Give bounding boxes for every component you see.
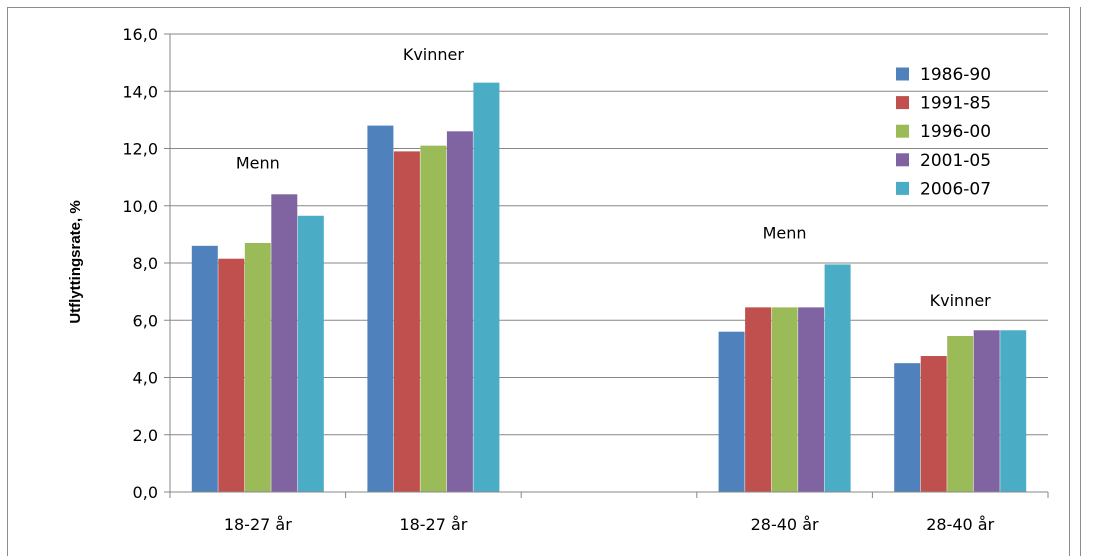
bar xyxy=(420,145,447,492)
right-border-line xyxy=(1080,7,1081,556)
bar xyxy=(973,330,1000,492)
y-tick-label: 4,0 xyxy=(133,369,158,388)
bar xyxy=(446,131,473,492)
bar xyxy=(771,307,798,492)
y-tick-label: 10,0 xyxy=(122,197,158,216)
bar xyxy=(894,363,921,492)
bar xyxy=(244,242,271,492)
y-tick-label: 0,0 xyxy=(133,483,158,502)
bar xyxy=(1000,330,1027,492)
legend-label: 2001-05 xyxy=(920,151,991,171)
annotation-label: Menn xyxy=(236,154,280,173)
x-tick-label: 18-27 år xyxy=(399,515,467,534)
legend-label: 1996-00 xyxy=(920,122,991,142)
bar xyxy=(718,331,745,492)
bar xyxy=(191,245,218,492)
bar xyxy=(367,125,394,492)
legend-label: 2006-07 xyxy=(920,179,991,199)
bar xyxy=(824,264,851,492)
bars xyxy=(191,82,1027,493)
bar xyxy=(947,335,974,492)
legend-swatch xyxy=(896,153,909,167)
x-tick-label: 28-40 år xyxy=(751,515,819,534)
bar xyxy=(920,356,947,492)
x-tick-label: 18-27 år xyxy=(224,515,292,534)
legend-label: 1986-90 xyxy=(920,65,991,85)
bar xyxy=(218,258,245,492)
annotation-label: Menn xyxy=(763,224,807,243)
annotation-label: Kvinner xyxy=(403,45,465,64)
y-axis-label: Utflyttingsrate, % xyxy=(67,200,84,323)
legend-label: 1991-85 xyxy=(920,94,991,114)
bar xyxy=(297,215,324,493)
legend-swatch xyxy=(896,124,909,138)
legend-swatch xyxy=(896,181,909,195)
labels: 0,0 2,0 4,0 6,0 8,0 10,0 12,0 14,0 16,0 18-27 år 1… xyxy=(122,25,994,534)
y-tick-label: 8,0 xyxy=(133,254,158,273)
y-tick-label: 6,0 xyxy=(133,311,158,330)
bar xyxy=(271,194,298,493)
bar xyxy=(393,151,420,493)
x-tick-label: 28-40 år xyxy=(926,515,994,534)
legend-swatch xyxy=(896,67,909,81)
chart-frame xyxy=(7,7,1070,556)
legend-swatch xyxy=(896,96,909,110)
bar xyxy=(798,307,825,492)
axes xyxy=(164,33,1049,498)
annotation-label: Kvinner xyxy=(930,291,992,310)
legend: 1986-90 1991-85 1996-00 2001-05 2006-07 xyxy=(896,65,991,199)
y-tick-label: 14,0 xyxy=(122,82,158,101)
bar xyxy=(745,307,772,492)
y-tick-label: 16,0 xyxy=(122,25,158,44)
y-tick-label: 12,0 xyxy=(122,140,158,159)
y-tick-label: 2,0 xyxy=(133,426,158,445)
bar xyxy=(473,82,500,492)
